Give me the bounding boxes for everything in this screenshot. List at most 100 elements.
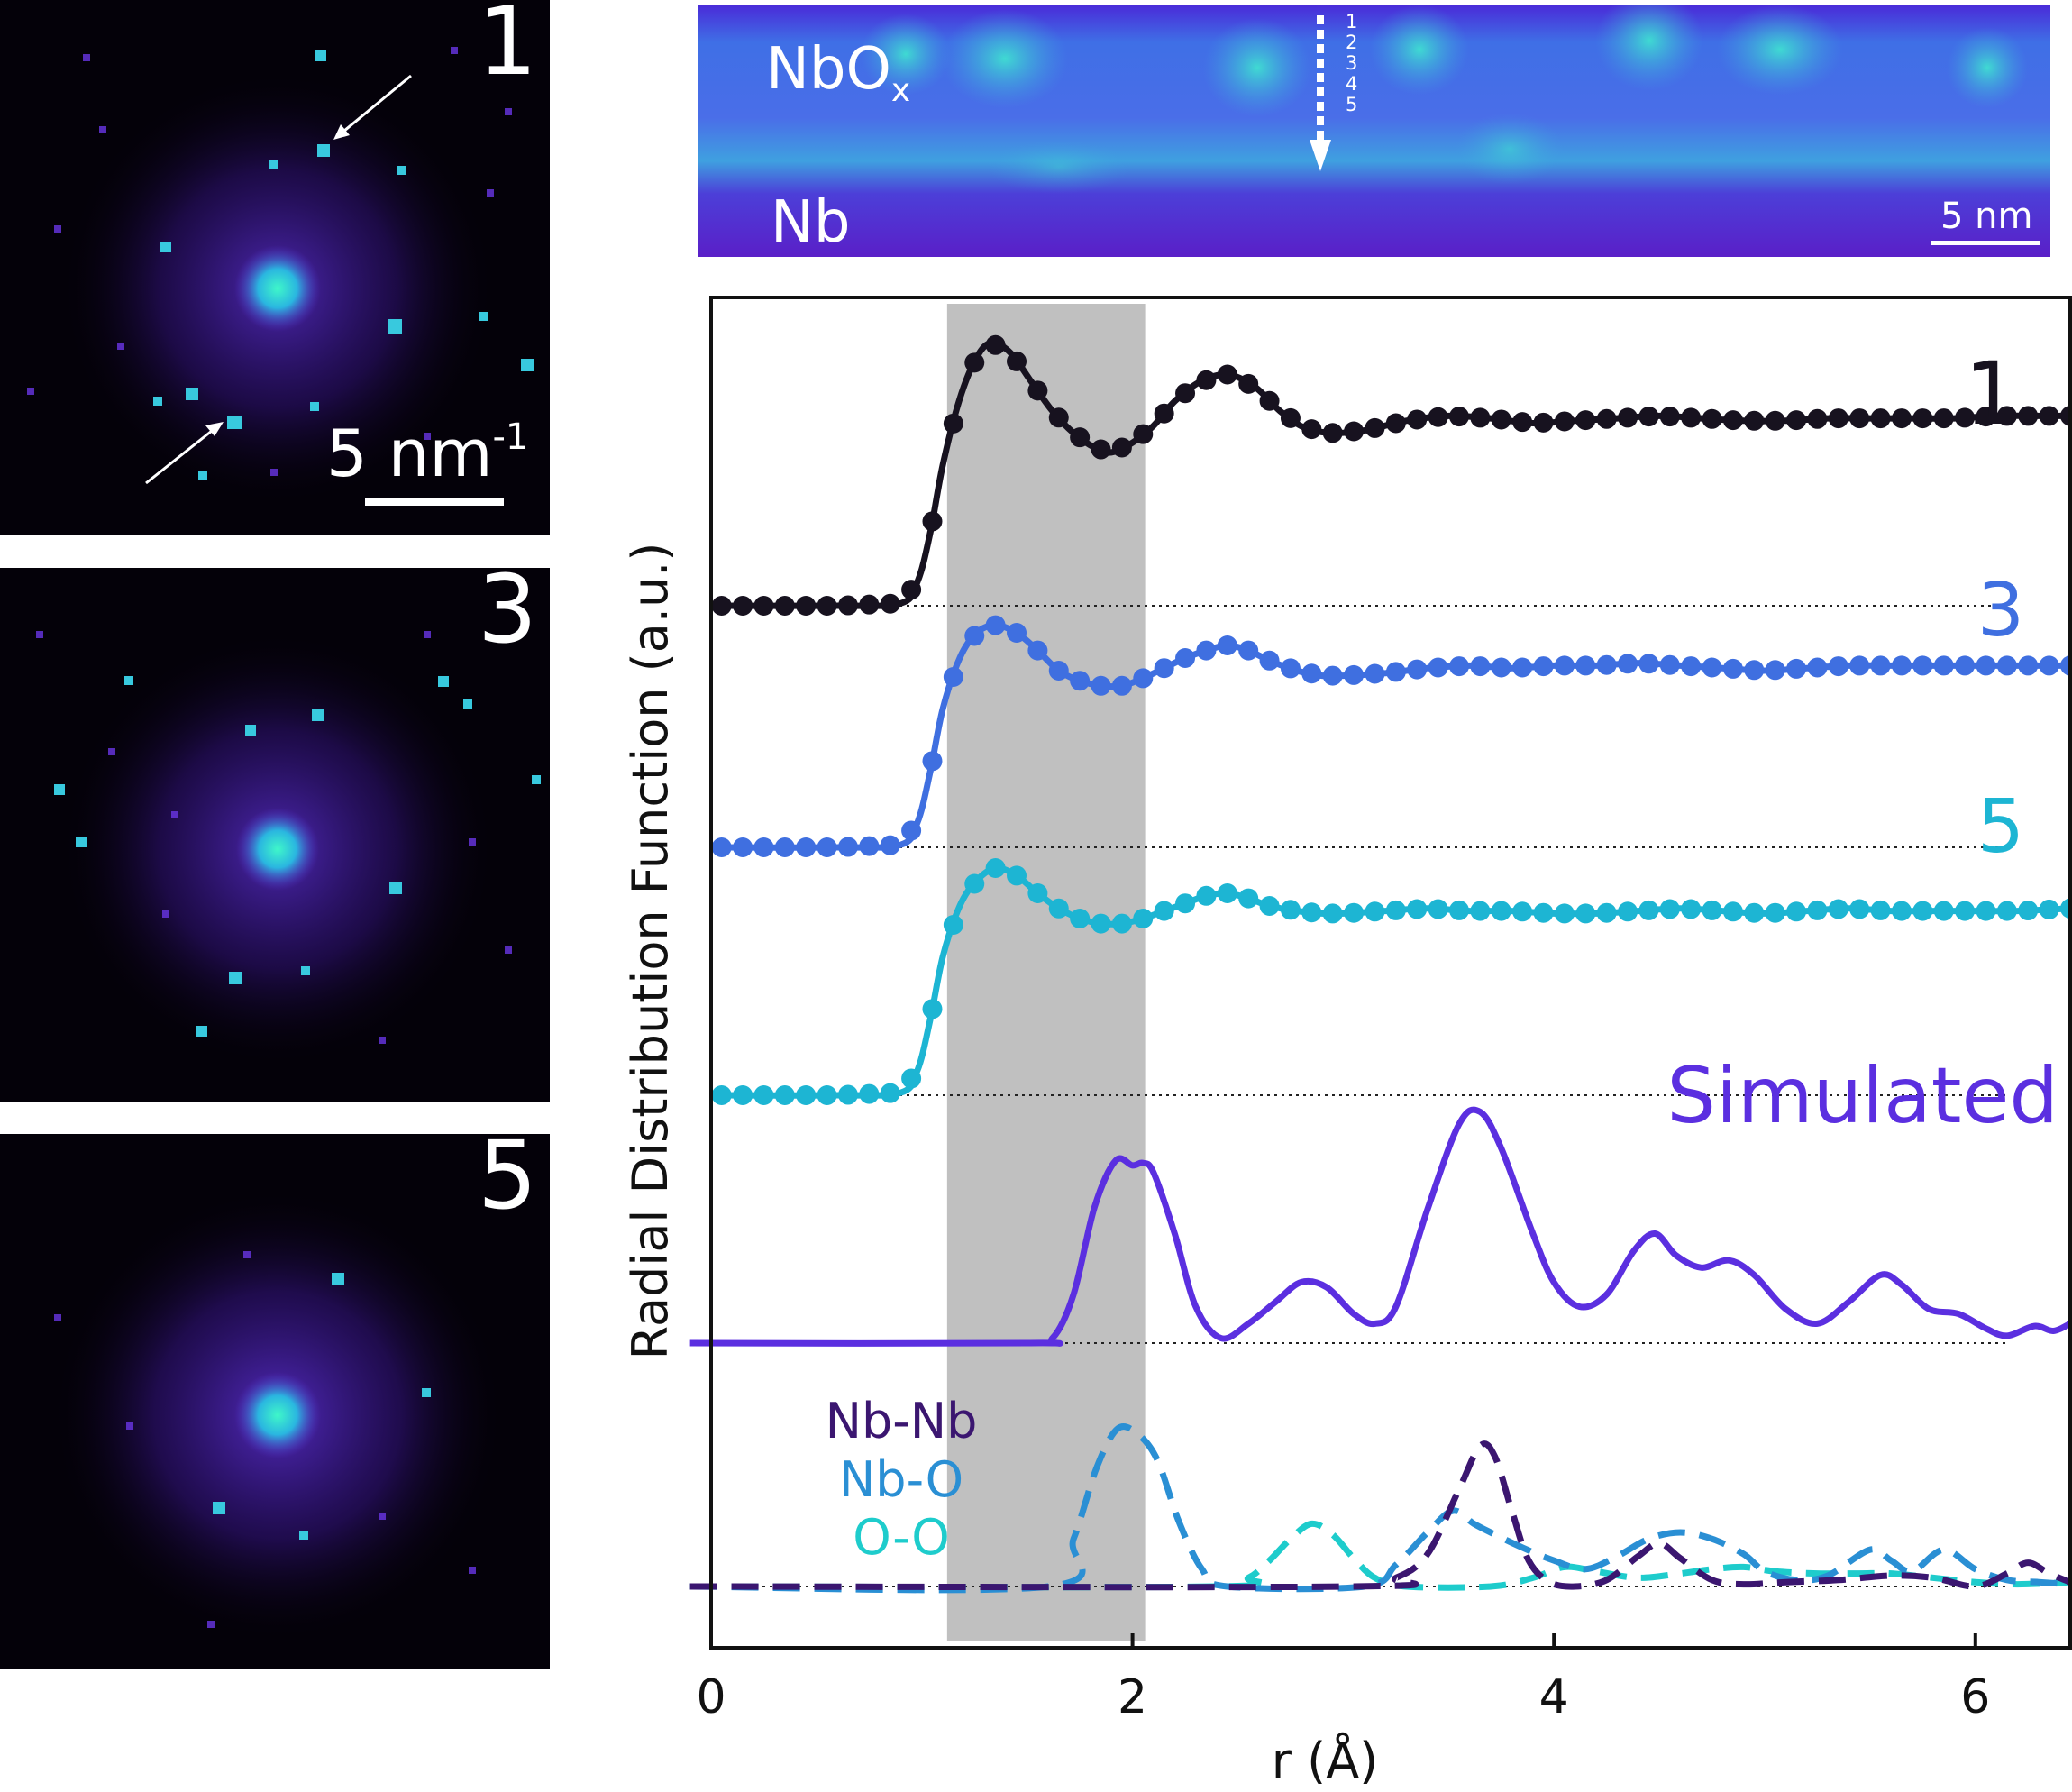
data-point xyxy=(1554,655,1575,676)
data-point xyxy=(837,595,858,616)
data-point xyxy=(1807,408,1828,429)
data-point xyxy=(1933,408,1954,429)
data-point xyxy=(1681,656,1702,677)
data-point xyxy=(1111,437,1132,458)
data-point xyxy=(774,596,795,616)
data-point xyxy=(859,836,880,856)
data-point xyxy=(1217,635,1237,655)
data-point xyxy=(1301,663,1322,684)
data-point xyxy=(1280,658,1301,679)
position-mark: 5 xyxy=(1346,94,1358,115)
data-point xyxy=(1996,901,2017,921)
data-point xyxy=(1470,407,1491,428)
series-layer xyxy=(689,334,2072,1594)
y-axis-label: Radial Distribution Function (a.u.) xyxy=(622,543,679,1360)
data-point xyxy=(880,835,900,855)
data-point xyxy=(1638,654,1659,674)
data-point xyxy=(733,837,753,857)
data-point xyxy=(1007,865,1027,886)
data-point xyxy=(1575,410,1596,431)
data-point xyxy=(1048,661,1069,681)
position-marks: 1 2 3 4 5 xyxy=(1346,12,1357,115)
series-line-nb-nb xyxy=(689,1440,2072,1591)
data-point xyxy=(922,751,943,772)
data-point xyxy=(1091,913,1111,934)
data-point xyxy=(817,837,837,857)
data-point xyxy=(1575,903,1596,924)
data-point xyxy=(1554,411,1575,432)
data-point xyxy=(1554,903,1575,924)
data-point xyxy=(1111,675,1132,696)
data-point xyxy=(1217,364,1237,385)
data-point xyxy=(1322,665,1343,686)
data-point xyxy=(1912,408,1933,429)
data-point xyxy=(1133,909,1154,928)
data-point xyxy=(1385,662,1406,682)
data-point xyxy=(1259,896,1280,916)
position-mark: 1 xyxy=(1346,11,1358,32)
legend-entry: O-O xyxy=(853,1509,950,1566)
data-point xyxy=(1301,419,1322,440)
panel-label: 5 xyxy=(477,1134,537,1230)
data-point xyxy=(1575,655,1596,676)
data-point xyxy=(1533,656,1554,677)
position-mark: 4 xyxy=(1346,73,1358,95)
data-point xyxy=(1681,899,1702,919)
data-point xyxy=(901,820,922,841)
data-point xyxy=(922,999,943,1019)
legend-entry: Nb-O xyxy=(839,1451,963,1508)
data-point xyxy=(2039,899,2059,919)
diffraction-image-3 xyxy=(36,631,541,1065)
data-point xyxy=(1596,408,1617,429)
x-axis-label: r (Å) xyxy=(1272,1732,1378,1789)
data-point xyxy=(1154,901,1174,921)
data-point xyxy=(774,837,795,857)
data-point xyxy=(837,1084,858,1105)
series-line-3 xyxy=(721,622,2070,851)
data-point xyxy=(1238,373,1259,394)
data-point xyxy=(1828,408,1848,429)
data-point xyxy=(1870,900,1891,920)
data-point xyxy=(1154,403,1174,424)
trace-label: 3 xyxy=(1977,568,2024,654)
data-point xyxy=(1238,888,1259,909)
trace-labels: 1 3 5 Simulated xyxy=(1666,343,2058,1141)
data-point xyxy=(1933,655,1954,676)
data-point xyxy=(1491,657,1511,678)
data-point xyxy=(1091,675,1111,696)
data-point xyxy=(1322,423,1343,443)
data-point xyxy=(1512,657,1533,678)
x-axis: 0 2 4 6 xyxy=(696,1633,1990,1724)
data-point xyxy=(2018,655,2039,676)
data-point xyxy=(1448,656,1469,677)
data-point xyxy=(901,1068,922,1089)
data-point xyxy=(1786,901,1807,922)
scale-bar-label: 5 nm-1 xyxy=(326,416,529,491)
data-point xyxy=(1807,900,1828,920)
data-point xyxy=(1491,409,1511,430)
data-point xyxy=(1807,657,1828,678)
data-point xyxy=(1765,410,1785,431)
oxide-label: NbOx xyxy=(766,36,911,109)
data-point xyxy=(1070,671,1091,691)
arrow-icon xyxy=(145,425,217,485)
data-point xyxy=(837,837,858,857)
diffraction-image-5 xyxy=(52,1190,503,1641)
data-point xyxy=(1448,407,1469,427)
data-point xyxy=(1259,650,1280,671)
data-point xyxy=(1259,390,1280,411)
stem-scale-label: 5 nm xyxy=(1940,196,2033,237)
position-mark: 2 xyxy=(1346,32,1358,53)
stem-scale-bar xyxy=(1931,241,2040,245)
data-point xyxy=(1659,654,1680,675)
data-point xyxy=(817,1085,837,1105)
data-point xyxy=(1849,899,1870,919)
series-line-nb-o xyxy=(689,1423,2071,1594)
data-point xyxy=(1744,410,1765,431)
x-tick-label: 4 xyxy=(1539,1670,1569,1724)
stem-image-render xyxy=(698,5,2050,257)
data-point xyxy=(2018,406,2039,426)
data-point xyxy=(964,352,985,373)
data-point xyxy=(733,596,753,616)
data-point xyxy=(711,596,732,616)
